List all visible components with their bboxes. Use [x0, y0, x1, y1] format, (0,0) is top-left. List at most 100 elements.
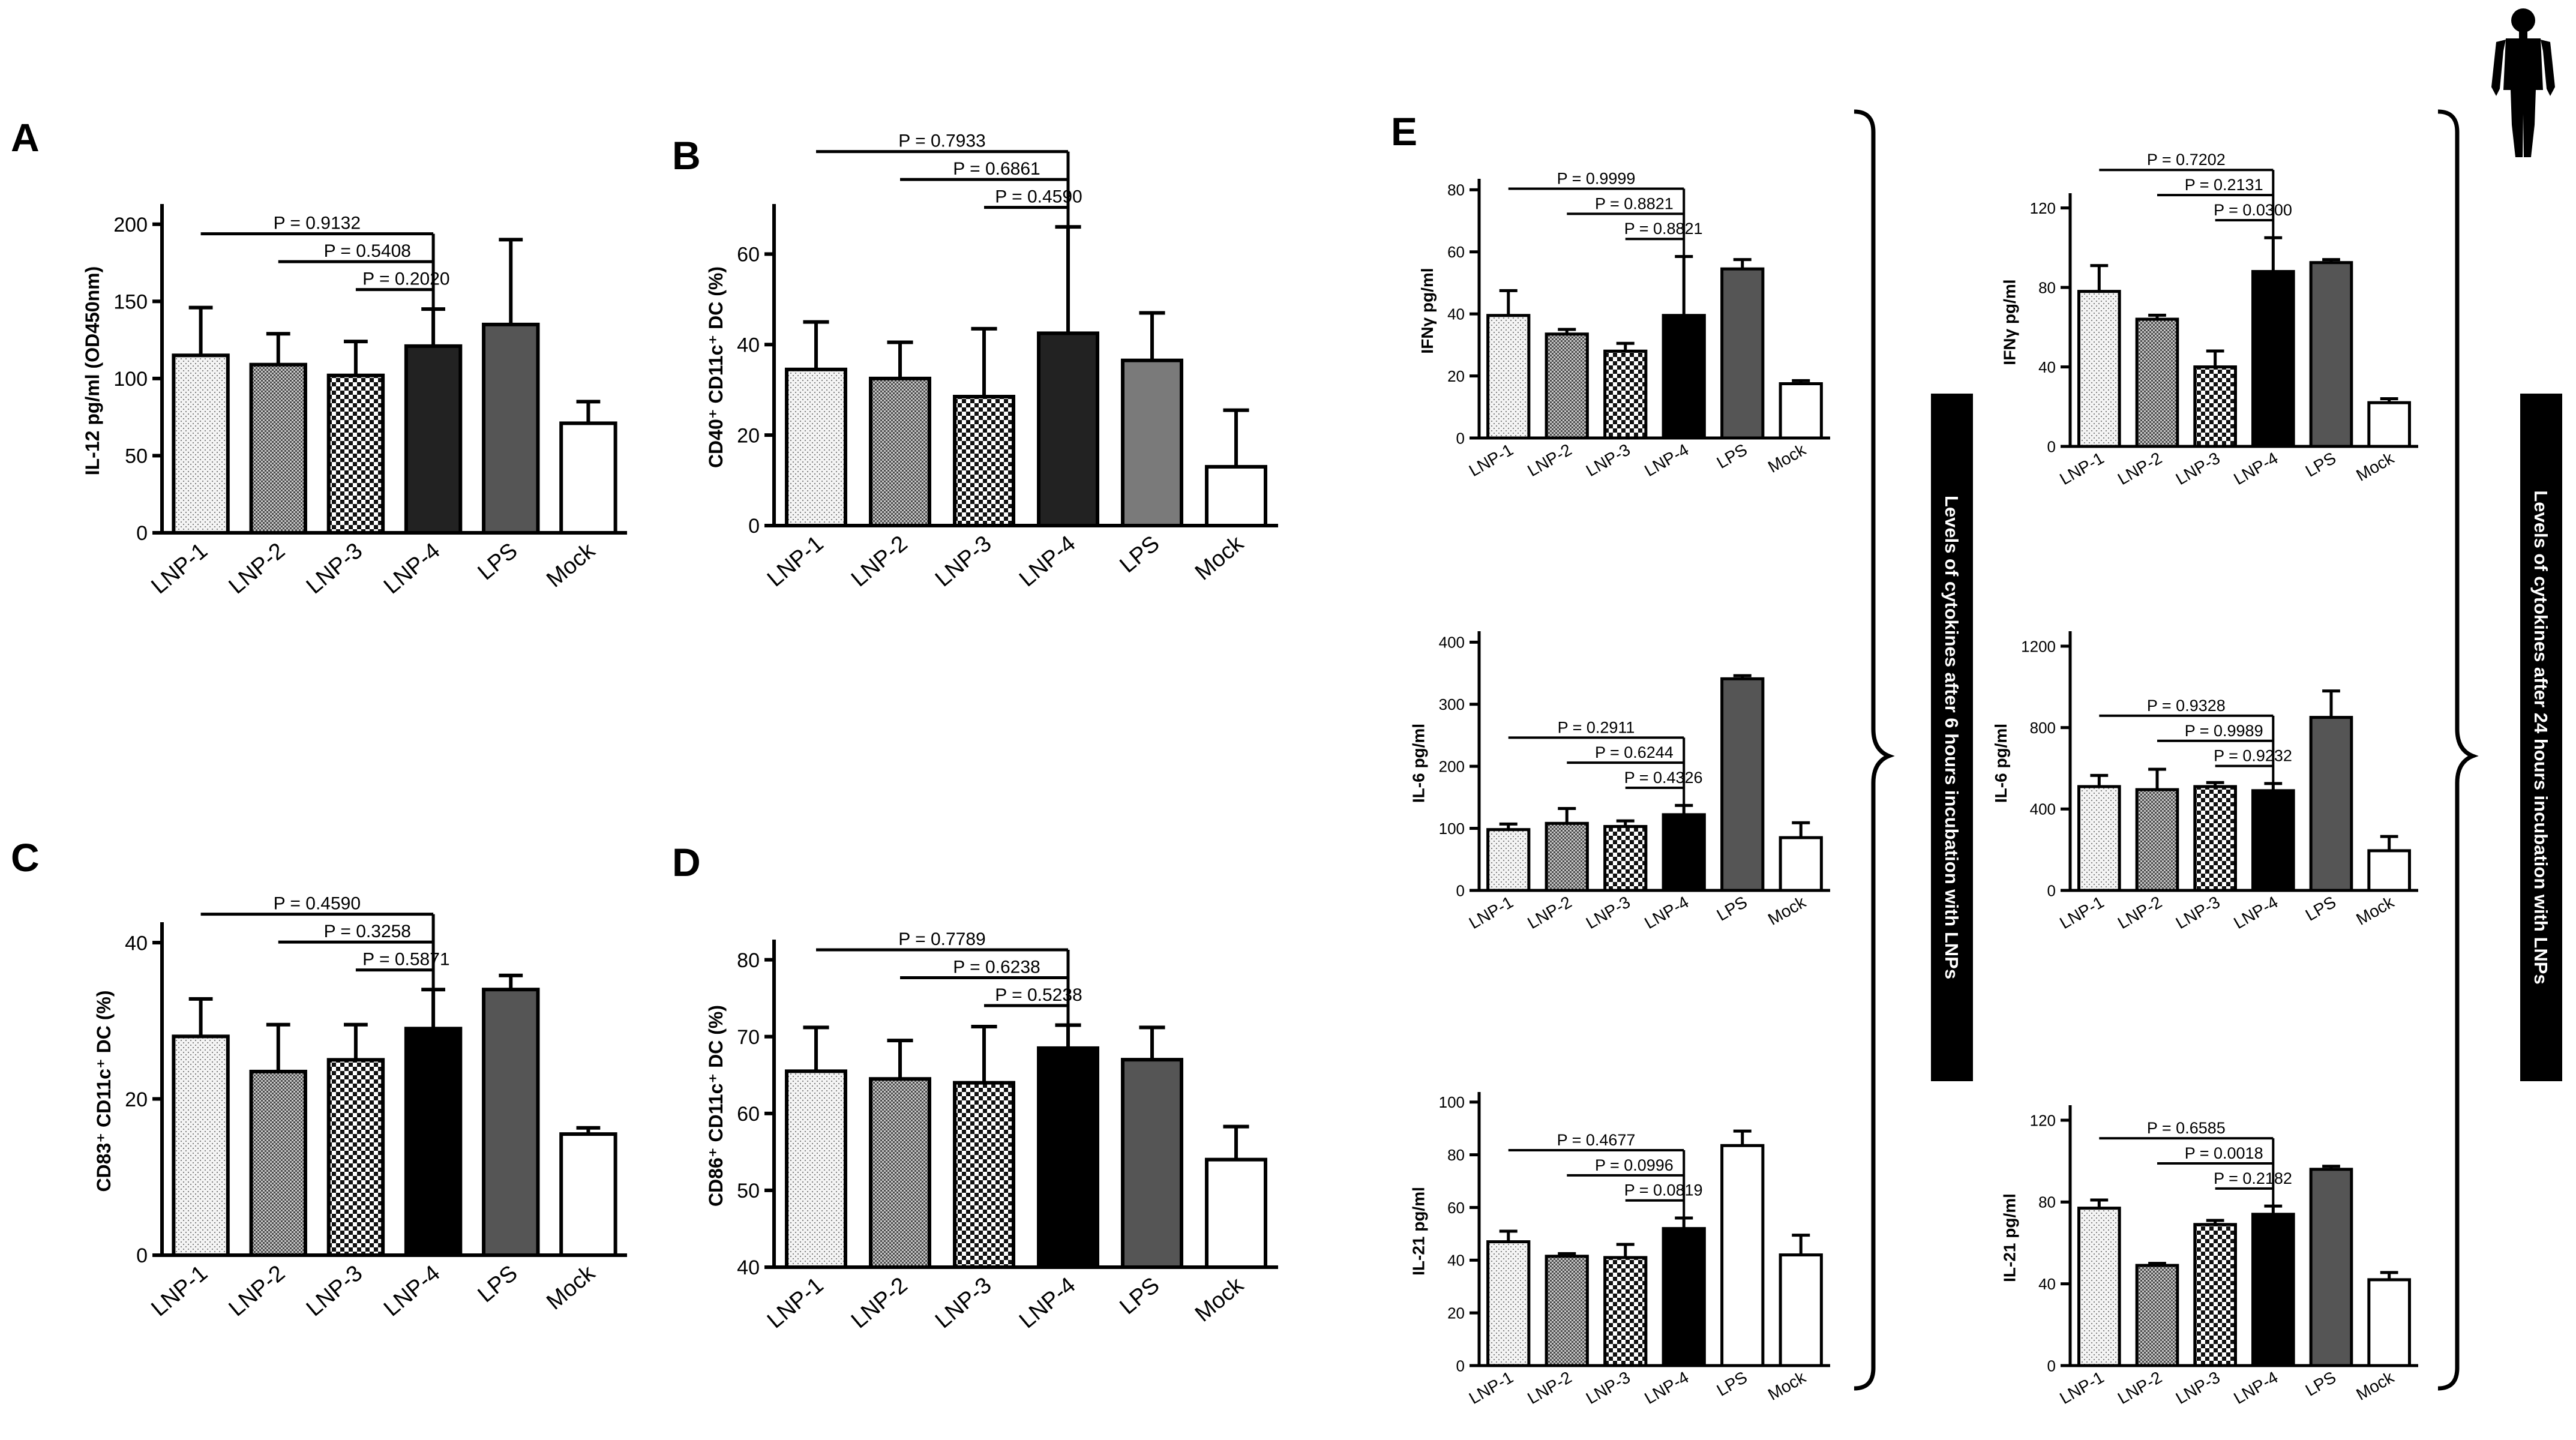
x-tick-label: Mock [1765, 1367, 1809, 1404]
x-tick-label: Mock [1190, 530, 1249, 585]
x-tick-label: LNP-2 [2115, 893, 2165, 933]
x-tick-label: LNP-1 [763, 531, 829, 592]
chart-e-il6-24h: 0 400 800 1200 IL-6 pg/ml LNP-1 LNP-2 LNP-3 LNP-… [1992, 631, 2418, 932]
panel-letter-a: A [11, 115, 40, 160]
p-value-label: P = 0.5408 [324, 241, 411, 261]
p-value-label: P = 0.6244 [1595, 743, 1674, 761]
y-axis-label: IL-6 pg/ml [1409, 724, 1428, 803]
bar-mock [1779, 382, 1823, 440]
x-tick-label: LNP-2 [1524, 440, 1575, 481]
x-tick-label: Mock [2353, 448, 2397, 485]
x-tick-label: LNP-4 [1015, 531, 1081, 592]
y-axis-label: CD86⁺ CD11c⁺ DC (%) [705, 1005, 727, 1207]
y-tick-label: 50 [125, 445, 148, 468]
chart-e-il6-6h: 0 100 200 300 400 IL-6 pg/ml LNP-1 LNP-2 LNP-3 LN… [1409, 631, 1830, 932]
y-axis-label: IL-21 pg/ml [1409, 1187, 1428, 1276]
bar-lnp-2 [249, 1069, 307, 1257]
bar-lps [2309, 1168, 2353, 1367]
bar-mock [559, 1132, 617, 1258]
y-tick-label: 60 [1447, 1199, 1465, 1217]
bar-lnp-4 [2251, 789, 2295, 892]
bar-lnp-2 [869, 1077, 931, 1269]
y-tick-label: 100 [1439, 820, 1465, 838]
x-tick-label: LNP-2 [847, 1273, 913, 1333]
x-tick-label: Mock [542, 538, 600, 592]
p-value-label: P = 0.9132 [274, 214, 361, 233]
bar-lnp-1 [785, 1069, 847, 1270]
x-tick-label: Mock [2353, 892, 2397, 929]
y-tick-label: 0 [1456, 429, 1465, 447]
p-value-label: P = 0.7933 [898, 131, 985, 151]
y-tick-label: 40 [737, 1256, 760, 1279]
x-tick-label: LNP-4 [1641, 893, 1692, 933]
y-tick-label: 200 [1439, 758, 1465, 776]
bar-lps [1720, 677, 1765, 892]
bar-lnp-2 [1545, 1255, 1589, 1367]
bar-lnp-2 [2135, 788, 2179, 892]
y-tick-label: 0 [748, 515, 760, 538]
bar-lnp-1 [172, 353, 230, 535]
human-figure-icon [2491, 8, 2555, 157]
x-tick-label: LPS [473, 538, 523, 585]
p-value-label: P = 0.7202 [2147, 151, 2226, 169]
y-axis-label: IFNγ pg/ml [1418, 268, 1437, 353]
y-tick-label: 120 [2030, 199, 2056, 217]
p-value-label: P = 0.2911 [1558, 718, 1635, 736]
x-tick-label: LNP-4 [2230, 1368, 2281, 1408]
x-tick-label: LNP-4 [1641, 440, 1692, 481]
y-tick-label: 0 [2047, 1357, 2056, 1375]
bar-lnp-4 [2251, 1213, 2295, 1367]
panel-letter-e: E [1391, 109, 1417, 154]
p-value-label: P = 0.0018 [2185, 1144, 2263, 1162]
x-tick-label: LNP-1 [763, 1273, 829, 1333]
x-tick-label: LNP-2 [2115, 449, 2165, 489]
y-tick-label: 150 [113, 291, 148, 314]
bar-lnp-3 [326, 1058, 385, 1258]
chart-d: 40 50 60 70 80 CD86⁺ CD11c⁺ DC (%) LNP-1 LNP-2 L… [705, 929, 1278, 1333]
bar-lnp-4 [1662, 1227, 1706, 1367]
y-tick-label: 80 [1447, 1146, 1465, 1164]
side-label-six-hours-box [1931, 394, 1973, 1081]
x-tick-label: LNP-1 [1466, 440, 1516, 481]
bar-lnp-1 [785, 367, 847, 527]
side-label-twentyfour-hours-box [2520, 394, 2562, 1081]
x-tick-label: LPS [1115, 531, 1164, 578]
bar-mock [1205, 1157, 1267, 1269]
chart-e-ifng-6h: 0 20 40 60 80 IFNγ pg/ml LNP-1 LNP-2 LNP-3 LNP-4 L… [1418, 170, 1830, 481]
y-axis-label: IL-21 pg/ml [2000, 1193, 2019, 1282]
bar-lps [2309, 716, 2353, 892]
x-tick-label: LPS [2302, 1368, 2339, 1400]
bar-lnp-3 [1603, 349, 1648, 440]
bar-lps [1720, 267, 1765, 440]
bar-mock [2367, 849, 2411, 892]
bar-lnp-3 [2193, 785, 2237, 892]
y-tick-label: 80 [2038, 278, 2056, 296]
y-tick-label: 800 [2030, 719, 2056, 737]
p-value-label: P = 0.2182 [2214, 1169, 2292, 1187]
bar-lnp-3 [953, 1081, 1015, 1269]
y-tick-label: 40 [1447, 1252, 1465, 1270]
bar-lnp-3 [2193, 365, 2237, 448]
x-tick-label: LNP-3 [2173, 893, 2223, 933]
bar-lps [482, 988, 540, 1257]
x-tick-label: LPS [1115, 1273, 1164, 1319]
y-tick-label: 400 [2030, 800, 2056, 818]
bar-lnp-1 [2077, 290, 2121, 448]
bar-mock [2367, 1278, 2411, 1367]
x-tick-label: LNP-2 [224, 538, 290, 599]
chart-e-il21-6h: 0 20 40 60 80 100 IL-21 pg/ml LNP-1 LNP-2 LNP-3 LN… [1409, 1092, 1830, 1408]
bar-lps [2309, 261, 2353, 448]
y-tick-label: 70 [737, 1026, 760, 1049]
chart-e-ifng-24h: 0 40 80 120 IFNγ pg/ml LNP-1 LNP-2 LNP-3 LNP-4 LP… [2000, 151, 2418, 488]
y-tick-label: 0 [2047, 437, 2056, 455]
y-tick-label: 40 [2038, 1275, 2056, 1293]
p-value-label: P = 0.4590 [274, 894, 361, 914]
y-tick-label: 60 [1447, 243, 1465, 261]
bar-mock [559, 421, 617, 535]
p-value-label: P = 0.3258 [324, 922, 411, 941]
bar-lnp-3 [1603, 824, 1648, 892]
chart-b: 0 20 40 60 CD40⁺ CD11c⁺ DC (%) LNP-1 LNP-2 LNP-… [705, 131, 1278, 592]
x-tick-label: LNP-2 [224, 1261, 290, 1321]
y-tick-label: 0 [1456, 1357, 1465, 1375]
